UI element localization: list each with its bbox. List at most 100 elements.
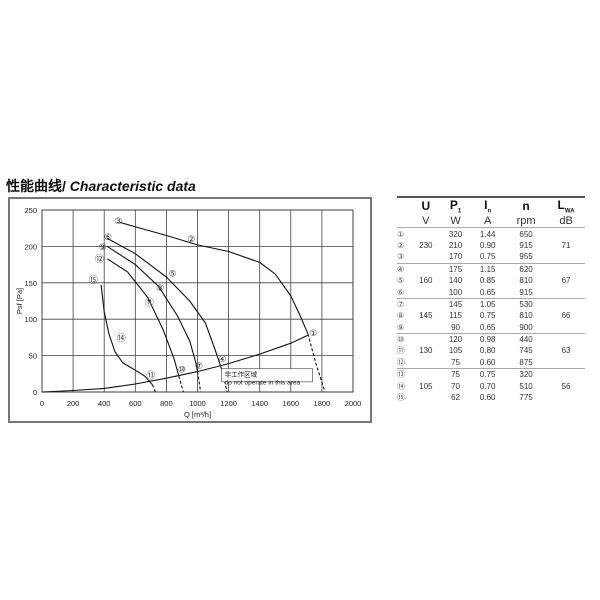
curve-label: ⑮: [89, 275, 98, 286]
row-number: ⑧: [397, 311, 405, 321]
voltage: 160: [419, 276, 433, 286]
row-number: ⑫: [397, 357, 405, 367]
current: 0.75: [479, 311, 496, 321]
y-tick-label: 0: [33, 388, 37, 397]
curve-label: ①: [309, 329, 317, 339]
sound-level: 67: [561, 276, 571, 286]
fan-curve-dashed-1: [307, 333, 326, 393]
current: 0.60: [479, 393, 496, 403]
speed: 810: [519, 276, 533, 286]
row-number: ④: [397, 262, 411, 275]
table-row: ⑮ 62 0.60 775: [397, 392, 585, 403]
fan-curve-dashed-5: [151, 384, 157, 393]
sound-level: [547, 286, 585, 298]
row-number: ⑤: [397, 276, 405, 286]
speed: 915: [519, 287, 533, 297]
curve-label: ⑪: [145, 297, 154, 308]
curve-label: ⑨: [99, 243, 107, 253]
current: 0.65: [479, 287, 496, 297]
voltage: [411, 297, 441, 311]
speed: 650: [505, 227, 548, 240]
header-unit: A: [484, 214, 492, 227]
header-n: n: [505, 195, 548, 215]
sound-level: [547, 322, 585, 334]
current: 0.65: [479, 322, 496, 332]
speed: 620: [505, 262, 548, 275]
voltage: 105: [419, 381, 433, 391]
sound-level: [547, 227, 585, 240]
row-number: ⑦: [397, 297, 411, 311]
sound-level: [547, 332, 585, 346]
voltage: [411, 251, 441, 263]
y-tick-label: 50: [29, 352, 37, 361]
x-tick-label: 400: [98, 399, 111, 408]
speed: 810: [519, 311, 533, 321]
fan-curve-5: [100, 284, 153, 386]
table-row: ⑩ 120 0.98 440: [397, 332, 585, 346]
table-row: ⑨ 90 0.65 900: [397, 322, 585, 334]
x-tick-label: 0: [40, 399, 44, 408]
speed: 530: [505, 297, 548, 311]
sound-level: [547, 392, 585, 403]
table-row: ⑬ 75 0.75 320: [397, 368, 585, 381]
power: 62: [451, 393, 460, 403]
power: 120: [440, 332, 471, 346]
title-cn: 性能曲线/: [6, 178, 70, 194]
x-tick-label: 1400: [251, 399, 268, 408]
no-operate-cn: 非工作区域: [225, 370, 258, 379]
y-tick-label: 250: [24, 206, 37, 215]
voltage: [411, 357, 441, 369]
voltage: [411, 227, 441, 240]
curve-label: ②: [187, 235, 195, 245]
current: 0.60: [479, 357, 496, 367]
system-curve: [41, 334, 309, 393]
sound-level: [547, 357, 585, 369]
power: 90: [451, 322, 460, 332]
curve-label: ⑬: [146, 370, 155, 381]
curve-label: ⑭: [117, 333, 126, 344]
x-tick-label: 800: [160, 399, 173, 408]
header-l: LWA: [547, 195, 585, 215]
curve-label: ⑥: [104, 233, 112, 243]
voltage: [411, 322, 441, 334]
header-unit: rpm: [516, 214, 536, 227]
header-symbols: U P1 In n LWA: [397, 195, 585, 215]
header-sub: 1: [457, 208, 462, 215]
voltage: [411, 262, 441, 275]
header-blank: [397, 195, 411, 215]
sound-level: [547, 251, 585, 263]
x-tick-label: 2000: [345, 399, 362, 408]
sound-level: [547, 262, 585, 275]
voltage: [411, 368, 441, 381]
voltage: 130: [419, 346, 433, 356]
voltage: 145: [419, 311, 433, 321]
header-unit: W: [450, 214, 461, 227]
speed: 955: [519, 252, 533, 262]
current: 0.75: [470, 368, 505, 381]
row-number: ⑩: [397, 332, 411, 346]
speed: 775: [519, 393, 533, 403]
sound-level: 63: [561, 346, 571, 356]
y-tick-label: 100: [24, 315, 37, 324]
table-row: ⑧ 145 115 0.75 810 66: [397, 310, 585, 321]
fan-curve-dashed-3: [196, 371, 202, 393]
title-en: Characteristic data: [69, 178, 196, 194]
power: 140: [448, 276, 463, 286]
power: 320: [440, 227, 471, 240]
power: 75: [451, 357, 460, 367]
current: 0.80: [479, 346, 496, 356]
no-operate-box: [221, 368, 313, 383]
x-tick-label: 1200: [220, 399, 237, 408]
header-i: In: [470, 195, 505, 215]
voltage: 230: [419, 240, 433, 250]
speed: 320: [505, 368, 548, 381]
sound-level: [547, 297, 585, 311]
fan-curve-1: [119, 221, 309, 335]
row-number: ⑭: [397, 381, 405, 391]
curve-label: ④: [218, 355, 226, 365]
row-number: ③: [397, 252, 405, 262]
table-row: ⑦ 145 1.05 530: [397, 297, 585, 311]
x-axis-label: Q [m³/h]: [184, 410, 211, 419]
